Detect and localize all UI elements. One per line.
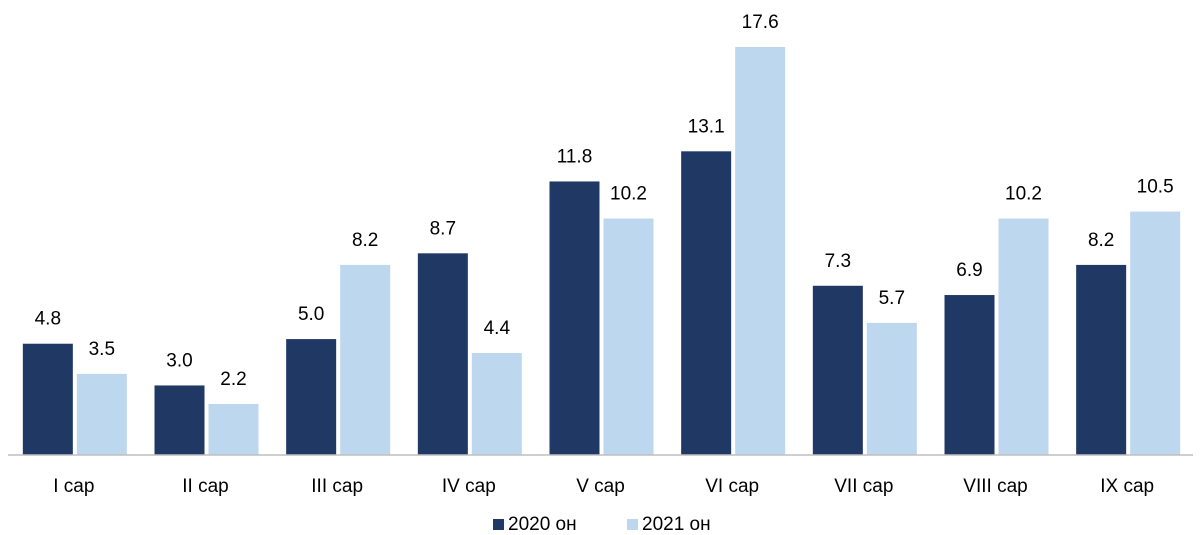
data-label: 6.9 (956, 260, 982, 281)
x-tick-label: II сар (182, 476, 228, 497)
bar (471, 353, 522, 455)
data-label: 4.4 (484, 318, 511, 339)
bar (154, 385, 205, 455)
legend-swatch (627, 519, 638, 530)
bar (22, 343, 73, 455)
data-label: 10.2 (610, 184, 647, 205)
x-tick-label: VI сар (705, 476, 759, 497)
x-tick-label: IX сар (1100, 476, 1154, 497)
bar (681, 151, 732, 455)
data-label: 3.5 (89, 339, 115, 360)
data-label: 5.0 (298, 304, 324, 325)
bar (417, 253, 468, 455)
x-tick-label: VIII сар (963, 476, 1027, 497)
bar (340, 264, 391, 455)
bar (76, 373, 127, 455)
bar (603, 218, 654, 455)
x-tick-label: I сар (53, 476, 94, 497)
data-label: 17.6 (742, 12, 779, 33)
bar (866, 322, 917, 455)
x-tick-label: III сар (311, 476, 363, 497)
x-tick-label: IV сар (442, 476, 496, 497)
bar (735, 47, 786, 455)
data-label: 7.3 (825, 251, 851, 272)
bar (944, 295, 995, 455)
bar (286, 339, 337, 455)
legend-label: 2021 он (642, 514, 711, 535)
data-label: 3.0 (166, 350, 192, 371)
data-label: 8.7 (430, 218, 456, 239)
data-label: 5.7 (879, 288, 905, 309)
data-label: 2.2 (220, 369, 246, 390)
legend-swatch (493, 519, 504, 530)
data-label: 13.1 (688, 116, 725, 137)
x-tick-label: VII сар (834, 476, 893, 497)
bar (208, 404, 259, 455)
data-label: 10.5 (1137, 177, 1174, 198)
data-label: 8.2 (1088, 230, 1114, 251)
bar (1130, 211, 1181, 455)
legend-label: 2020 он (508, 514, 577, 535)
data-label: 11.8 (557, 146, 593, 167)
bar (1076, 264, 1127, 455)
data-label: 4.8 (35, 309, 61, 330)
x-tick-label: V сар (576, 476, 625, 497)
data-label: 10.2 (1005, 184, 1042, 205)
bar (812, 285, 863, 455)
data-label: 8.2 (352, 230, 378, 251)
bar (549, 181, 600, 456)
bar (998, 218, 1049, 455)
